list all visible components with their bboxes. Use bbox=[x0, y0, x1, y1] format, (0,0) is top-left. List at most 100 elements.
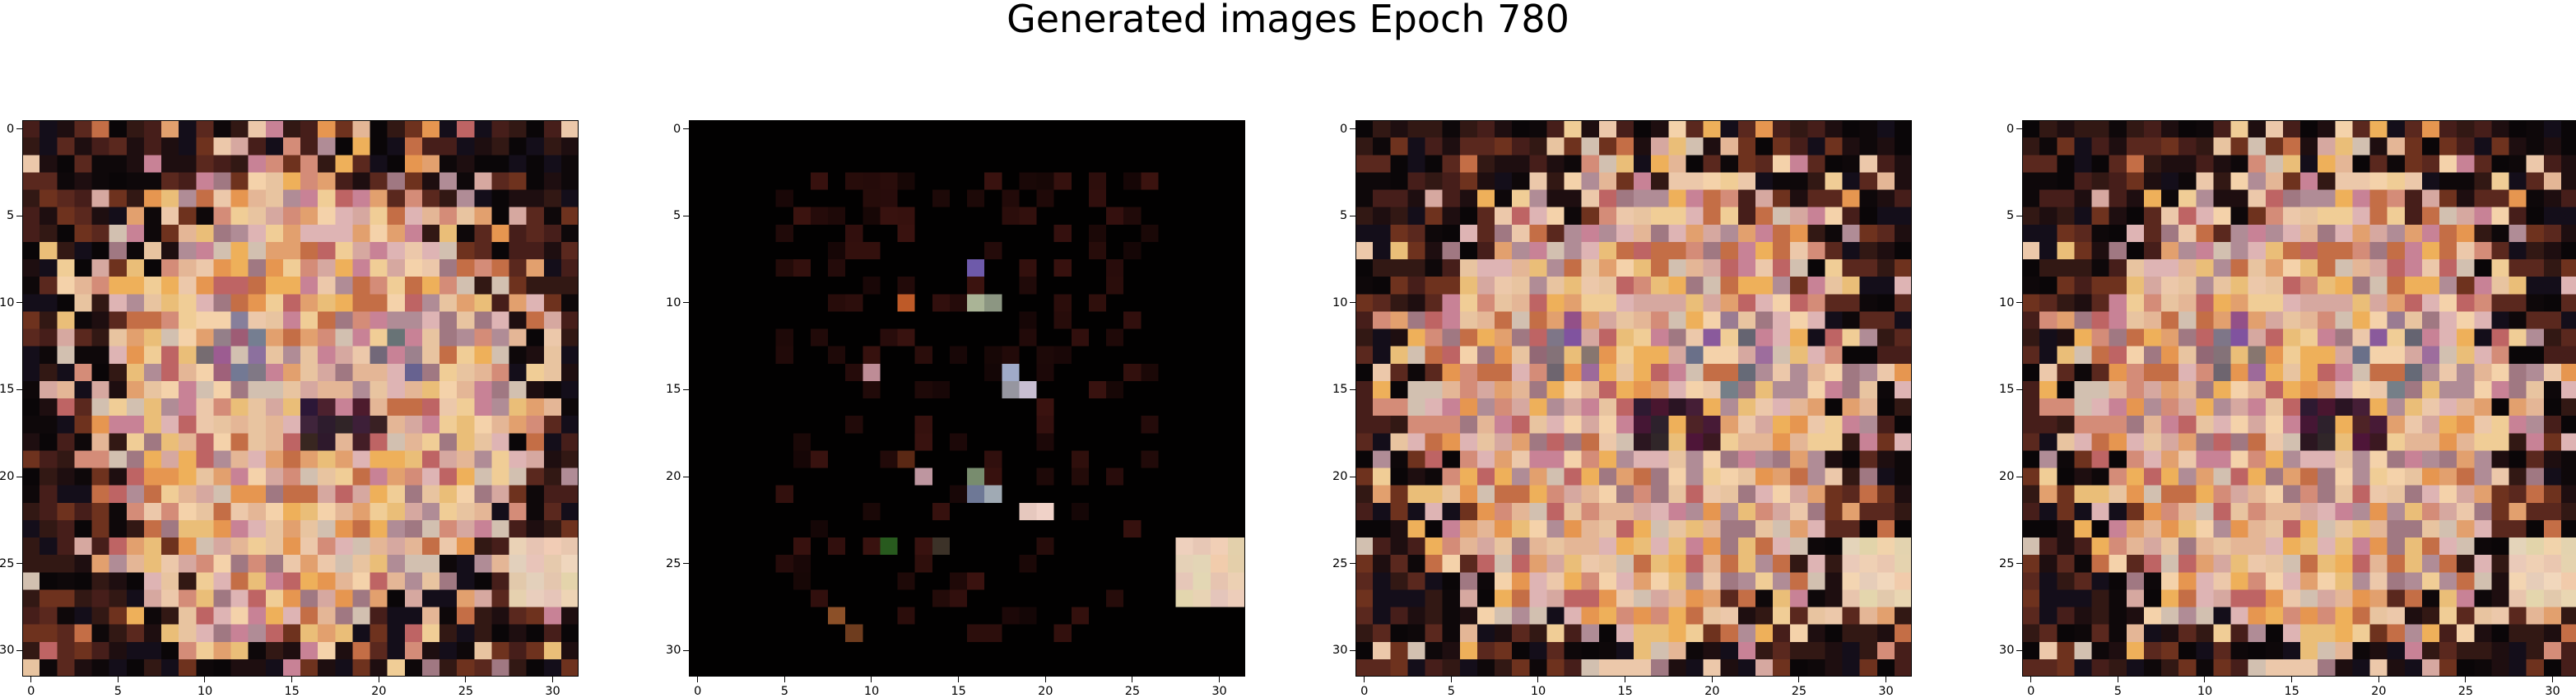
y-tick-mark bbox=[2016, 563, 2022, 565]
y-tick-label: 10 bbox=[1999, 295, 2015, 309]
x-tick-label: 15 bbox=[951, 685, 966, 698]
x-tick-label: 0 bbox=[2027, 685, 2035, 698]
x-tick-label: 15 bbox=[1617, 685, 1633, 698]
x-tick-mark bbox=[1218, 677, 1220, 682]
x-tick-label: 20 bbox=[2371, 685, 2387, 698]
axes-frame bbox=[2022, 120, 2576, 677]
y-tick-label: 25 bbox=[1999, 556, 2015, 570]
generated-image bbox=[689, 120, 1245, 677]
generated-image bbox=[22, 120, 579, 677]
x-tick-mark bbox=[2551, 677, 2553, 682]
x-tick-mark bbox=[117, 677, 119, 682]
y-tick-label: 30 bbox=[1999, 644, 2015, 658]
y-tick-mark bbox=[2016, 128, 2022, 130]
y-tick-mark bbox=[683, 302, 689, 304]
x-tick-mark bbox=[1364, 677, 1365, 682]
x-tick-mark bbox=[551, 677, 553, 682]
axes-frame bbox=[22, 120, 579, 677]
x-tick-label: 30 bbox=[2545, 685, 2560, 698]
figure-title: Generated images Epoch 780 bbox=[1007, 0, 1569, 41]
y-tick-label: 30 bbox=[1332, 644, 1348, 658]
y-tick-label: 30 bbox=[0, 644, 15, 658]
y-tick-mark bbox=[683, 128, 689, 130]
y-tick-mark bbox=[683, 389, 689, 390]
y-tick-mark bbox=[2016, 389, 2022, 390]
y-tick-mark bbox=[2016, 649, 2022, 651]
y-tick-mark bbox=[1350, 649, 1355, 651]
image-panel-3: 0 0 5 5 10 10 15 15 20 20 25 25 30 30 bbox=[1332, 120, 1912, 697]
x-tick-mark bbox=[871, 677, 872, 682]
x-tick-mark bbox=[2378, 677, 2379, 682]
x-tick-label: 20 bbox=[371, 685, 387, 698]
image-panel-2: 0 0 5 5 10 10 15 15 20 20 25 25 30 30 bbox=[666, 120, 1245, 697]
x-tick-mark bbox=[1450, 677, 1452, 682]
x-tick-label: 10 bbox=[197, 685, 213, 698]
x-tick-mark bbox=[783, 677, 785, 682]
y-tick-mark bbox=[683, 563, 689, 565]
x-tick-label: 20 bbox=[1704, 685, 1720, 698]
x-tick-label: 10 bbox=[863, 685, 880, 698]
y-tick-mark bbox=[16, 563, 22, 565]
generated-image bbox=[1355, 120, 1912, 677]
y-tick-label: 25 bbox=[666, 556, 681, 570]
y-tick-mark bbox=[16, 649, 22, 651]
x-tick-label: 10 bbox=[1530, 685, 1546, 698]
x-tick-label: 5 bbox=[2113, 685, 2122, 698]
y-tick-mark bbox=[1350, 302, 1355, 304]
y-tick-label: 0 bbox=[1340, 122, 1348, 136]
y-tick-label: 20 bbox=[1999, 470, 2015, 484]
x-tick-mark bbox=[2290, 677, 2292, 682]
x-tick-label: 5 bbox=[114, 685, 122, 698]
x-tick-label: 0 bbox=[694, 685, 702, 698]
x-tick-label: 30 bbox=[545, 685, 560, 698]
y-tick-label: 5 bbox=[1340, 209, 1348, 223]
x-tick-label: 20 bbox=[1038, 685, 1053, 698]
x-tick-mark bbox=[291, 677, 292, 682]
y-tick-label: 0 bbox=[7, 122, 15, 136]
x-tick-mark bbox=[2204, 677, 2206, 682]
axes-frame bbox=[1355, 120, 1912, 677]
x-tick-label: 0 bbox=[27, 685, 35, 698]
y-tick-mark bbox=[1350, 389, 1355, 390]
image-panel-4: 0 0 5 5 10 10 15 15 20 20 25 25 30 30 bbox=[1999, 120, 2576, 697]
y-tick-label: 20 bbox=[0, 470, 15, 484]
x-tick-mark bbox=[2465, 677, 2467, 682]
y-tick-mark bbox=[1350, 128, 1355, 130]
y-tick-label: 15 bbox=[1332, 383, 1348, 397]
x-tick-label: 25 bbox=[2457, 685, 2474, 698]
y-tick-mark bbox=[16, 302, 22, 304]
x-tick-mark bbox=[1044, 677, 1046, 682]
y-tick-label: 5 bbox=[673, 209, 681, 223]
generated-image bbox=[2022, 120, 2576, 677]
x-tick-label: 10 bbox=[2197, 685, 2213, 698]
x-tick-label: 25 bbox=[1124, 685, 1141, 698]
y-tick-label: 5 bbox=[7, 209, 15, 223]
y-tick-label: 10 bbox=[666, 295, 681, 309]
y-tick-label: 10 bbox=[0, 295, 15, 309]
y-tick-label: 25 bbox=[0, 556, 15, 570]
axes-frame bbox=[689, 120, 1245, 677]
y-tick-label: 20 bbox=[666, 470, 681, 484]
x-tick-mark bbox=[1537, 677, 1539, 682]
y-tick-label: 5 bbox=[2006, 209, 2015, 223]
y-tick-mark bbox=[2016, 302, 2022, 304]
x-tick-label: 25 bbox=[458, 685, 474, 698]
x-tick-label: 30 bbox=[1878, 685, 1894, 698]
x-tick-mark bbox=[2030, 677, 2032, 682]
x-tick-label: 25 bbox=[1791, 685, 1807, 698]
x-tick-mark bbox=[30, 677, 32, 682]
x-tick-label: 15 bbox=[284, 685, 300, 698]
y-tick-label: 15 bbox=[666, 383, 681, 397]
y-tick-mark bbox=[1350, 563, 1355, 565]
x-tick-label: 0 bbox=[1360, 685, 1369, 698]
y-tick-label: 25 bbox=[1332, 556, 1348, 570]
x-tick-mark bbox=[957, 677, 959, 682]
y-tick-label: 30 bbox=[666, 644, 681, 658]
x-tick-mark bbox=[697, 677, 699, 682]
y-tick-label: 15 bbox=[0, 383, 15, 397]
x-tick-mark bbox=[465, 677, 467, 682]
x-tick-label: 30 bbox=[1211, 685, 1227, 698]
x-tick-label: 15 bbox=[2284, 685, 2299, 698]
x-tick-label: 5 bbox=[780, 685, 788, 698]
y-tick-label: 10 bbox=[1332, 295, 1348, 309]
